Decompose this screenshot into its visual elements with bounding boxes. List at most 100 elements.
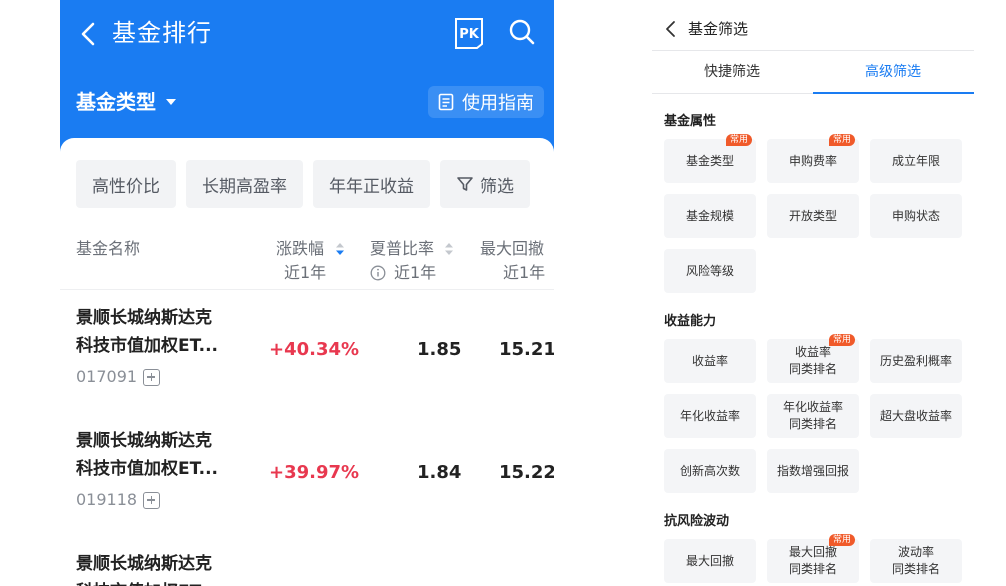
col-sharpe-period: 近1年 bbox=[394, 262, 436, 284]
filter-option-label: 指数增强回报 bbox=[777, 463, 849, 480]
filter-page-title: 基金筛选 bbox=[688, 17, 748, 41]
table-row[interactable]: 景顺长城纳斯达克 科技市值加权ET... bbox=[60, 546, 554, 586]
fund-change: +39.97% bbox=[269, 460, 359, 486]
tab-advanced-filter[interactable]: 高级筛选 bbox=[813, 60, 973, 84]
filter-option[interactable]: 年化收益率 同类排名 bbox=[767, 394, 859, 438]
filter-option[interactable]: 最大回撤 同类排名 常用 bbox=[767, 539, 859, 583]
col-change-period: 近1年 bbox=[284, 262, 326, 284]
fund-name-line2: 科技市值加权ET... bbox=[76, 332, 218, 360]
filter-option-label: 收益率 bbox=[692, 353, 728, 370]
col-drawdown-period: 近1年 bbox=[503, 262, 545, 284]
hot-badge: 常用 bbox=[829, 134, 855, 146]
filter-option[interactable]: 最大回撤 bbox=[664, 539, 756, 583]
fund-change: +40.34% bbox=[269, 337, 359, 363]
section-title-return-ability: 收益能力 bbox=[664, 312, 716, 332]
filter-option[interactable]: 申购状态 bbox=[870, 194, 962, 238]
filter-option-label: 历史盈利概率 bbox=[880, 353, 952, 370]
chip-value[interactable]: 高性价比 bbox=[76, 160, 176, 208]
filter-option-label: 波动率 bbox=[898, 544, 934, 561]
filter-option-label: 成立年限 bbox=[892, 153, 940, 170]
chip-yearly-positive[interactable]: 年年正收益 bbox=[313, 160, 430, 208]
title-divider bbox=[652, 50, 974, 51]
fund-name-line2: 科技市值加权ET... bbox=[76, 455, 218, 483]
filter-option-label: 基金规模 bbox=[686, 208, 734, 225]
filter-option[interactable]: 成立年限 bbox=[870, 139, 962, 183]
section-title-fund-attributes: 基金属性 bbox=[664, 112, 716, 132]
header-divider bbox=[60, 289, 554, 290]
fund-name-line1: 景顺长城纳斯达克 bbox=[76, 304, 212, 332]
filter-option[interactable]: 指数增强回报 bbox=[767, 449, 859, 493]
search-icon[interactable] bbox=[508, 18, 536, 46]
back-icon[interactable] bbox=[664, 20, 678, 38]
filter-option-label: 申购状态 bbox=[892, 208, 940, 225]
fund-drawdown: 15.21% bbox=[499, 337, 554, 363]
filter-option-label: 风险等级 bbox=[686, 263, 734, 280]
filter-option-label: 最大回撤 bbox=[686, 553, 734, 570]
page-title: 基金排行 bbox=[112, 16, 212, 50]
fund-name-line1: 景顺长城纳斯达克 bbox=[76, 427, 212, 455]
quick-filter-chips: 高性价比 长期高盈率 年年正收益 筛选 bbox=[76, 160, 530, 208]
filter-option[interactable]: 年化收益率 bbox=[664, 394, 756, 438]
sort-neutral-icon[interactable] bbox=[444, 242, 454, 256]
fund-name-line2: 科技市值加权ET... bbox=[76, 578, 218, 586]
col-change-sort[interactable]: 涨跌幅 bbox=[276, 238, 324, 260]
filter-option-label: 申购费率 bbox=[789, 153, 837, 170]
filter-option[interactable]: 创新高次数 bbox=[664, 449, 756, 493]
col-sharpe-sort[interactable]: 夏普比率 bbox=[370, 238, 434, 260]
sort-desc-icon[interactable] bbox=[335, 242, 345, 256]
info-icon[interactable] bbox=[370, 265, 386, 281]
caret-down-icon bbox=[166, 99, 176, 105]
pk-icon-label: PK bbox=[459, 27, 480, 42]
filter-option-label: 基金类型 bbox=[686, 153, 734, 170]
guide-label: 使用指南 bbox=[462, 89, 534, 115]
ranking-card: 高性价比 长期高盈率 年年正收益 筛选 基金名称 涨跌幅 近1年 夏普比率 bbox=[60, 138, 554, 586]
filter-option-sublabel: 同类排名 bbox=[789, 361, 837, 378]
table-row[interactable]: 景顺长城纳斯达克 科技市值加权ET... 017091 +40.34% 1.85… bbox=[60, 300, 554, 422]
filter-option[interactable]: 收益率 bbox=[664, 339, 756, 383]
filter-option-label: 年化收益率 bbox=[680, 408, 740, 425]
document-icon bbox=[438, 93, 454, 111]
filter-option[interactable]: 历史盈利概率 bbox=[870, 339, 962, 383]
chip-long-term-win[interactable]: 长期高盈率 bbox=[186, 160, 303, 208]
fund-filter-panel: 基金筛选 快捷筛选 高级筛选 基金属性 基金类型 常用 申购费率 常用 成立年限… bbox=[652, 0, 974, 586]
fund-drawdown: 15.22% bbox=[499, 460, 554, 486]
pk-compare-icon[interactable]: PK bbox=[452, 16, 486, 50]
filter-option-sublabel: 同类排名 bbox=[789, 561, 837, 578]
filter-option[interactable]: 开放类型 bbox=[767, 194, 859, 238]
fund-code: 019118 bbox=[76, 489, 160, 511]
add-watchlist-icon[interactable] bbox=[143, 369, 160, 386]
filter-icon bbox=[456, 175, 474, 193]
filter-option-label: 创新高次数 bbox=[680, 463, 740, 480]
guide-button[interactable]: 使用指南 bbox=[428, 86, 544, 118]
filter-button[interactable]: 筛选 bbox=[440, 160, 530, 208]
table-row[interactable]: 景顺长城纳斯达克 科技市值加权ET... 019118 +39.97% 1.84… bbox=[60, 423, 554, 545]
filter-option-label: 超大盘收益率 bbox=[880, 408, 952, 425]
add-watchlist-icon[interactable] bbox=[143, 492, 160, 509]
filter-option[interactable]: 收益率 同类排名 常用 bbox=[767, 339, 859, 383]
filter-option-sublabel: 同类排名 bbox=[789, 416, 837, 433]
tab-quick-filter[interactable]: 快捷筛选 bbox=[652, 60, 812, 84]
fund-code: 017091 bbox=[76, 366, 160, 388]
fund-type-dropdown[interactable]: 基金类型 bbox=[76, 87, 176, 117]
back-icon[interactable] bbox=[76, 20, 102, 48]
fund-ranking-panel: 基金排行 PK 基金类型 使用指南 bbox=[60, 0, 554, 586]
filter-option[interactable]: 基金类型 常用 bbox=[664, 139, 756, 183]
filter-label: 筛选 bbox=[480, 172, 514, 197]
filter-option[interactable]: 申购费率 常用 bbox=[767, 139, 859, 183]
hot-badge: 常用 bbox=[726, 134, 752, 146]
fund-sharpe: 1.84 bbox=[417, 460, 461, 486]
hot-badge: 常用 bbox=[829, 334, 855, 346]
fund-type-label: 基金类型 bbox=[76, 87, 156, 117]
header-bar: 基金排行 PK 基金类型 使用指南 bbox=[60, 0, 554, 155]
filter-option[interactable]: 超大盘收益率 bbox=[870, 394, 962, 438]
fund-code-text: 017091 bbox=[76, 366, 137, 388]
filter-option[interactable]: 波动率 同类排名 bbox=[870, 539, 962, 583]
hot-badge: 常用 bbox=[829, 534, 855, 546]
col-drawdown[interactable]: 最大回撤 bbox=[480, 238, 544, 260]
filter-option-label: 年化收益率 bbox=[783, 399, 843, 416]
filter-option[interactable]: 风险等级 bbox=[664, 249, 756, 293]
filter-option[interactable]: 基金规模 bbox=[664, 194, 756, 238]
filter-option-label: 最大回撤 bbox=[789, 544, 837, 561]
fund-code-text: 019118 bbox=[76, 489, 137, 511]
